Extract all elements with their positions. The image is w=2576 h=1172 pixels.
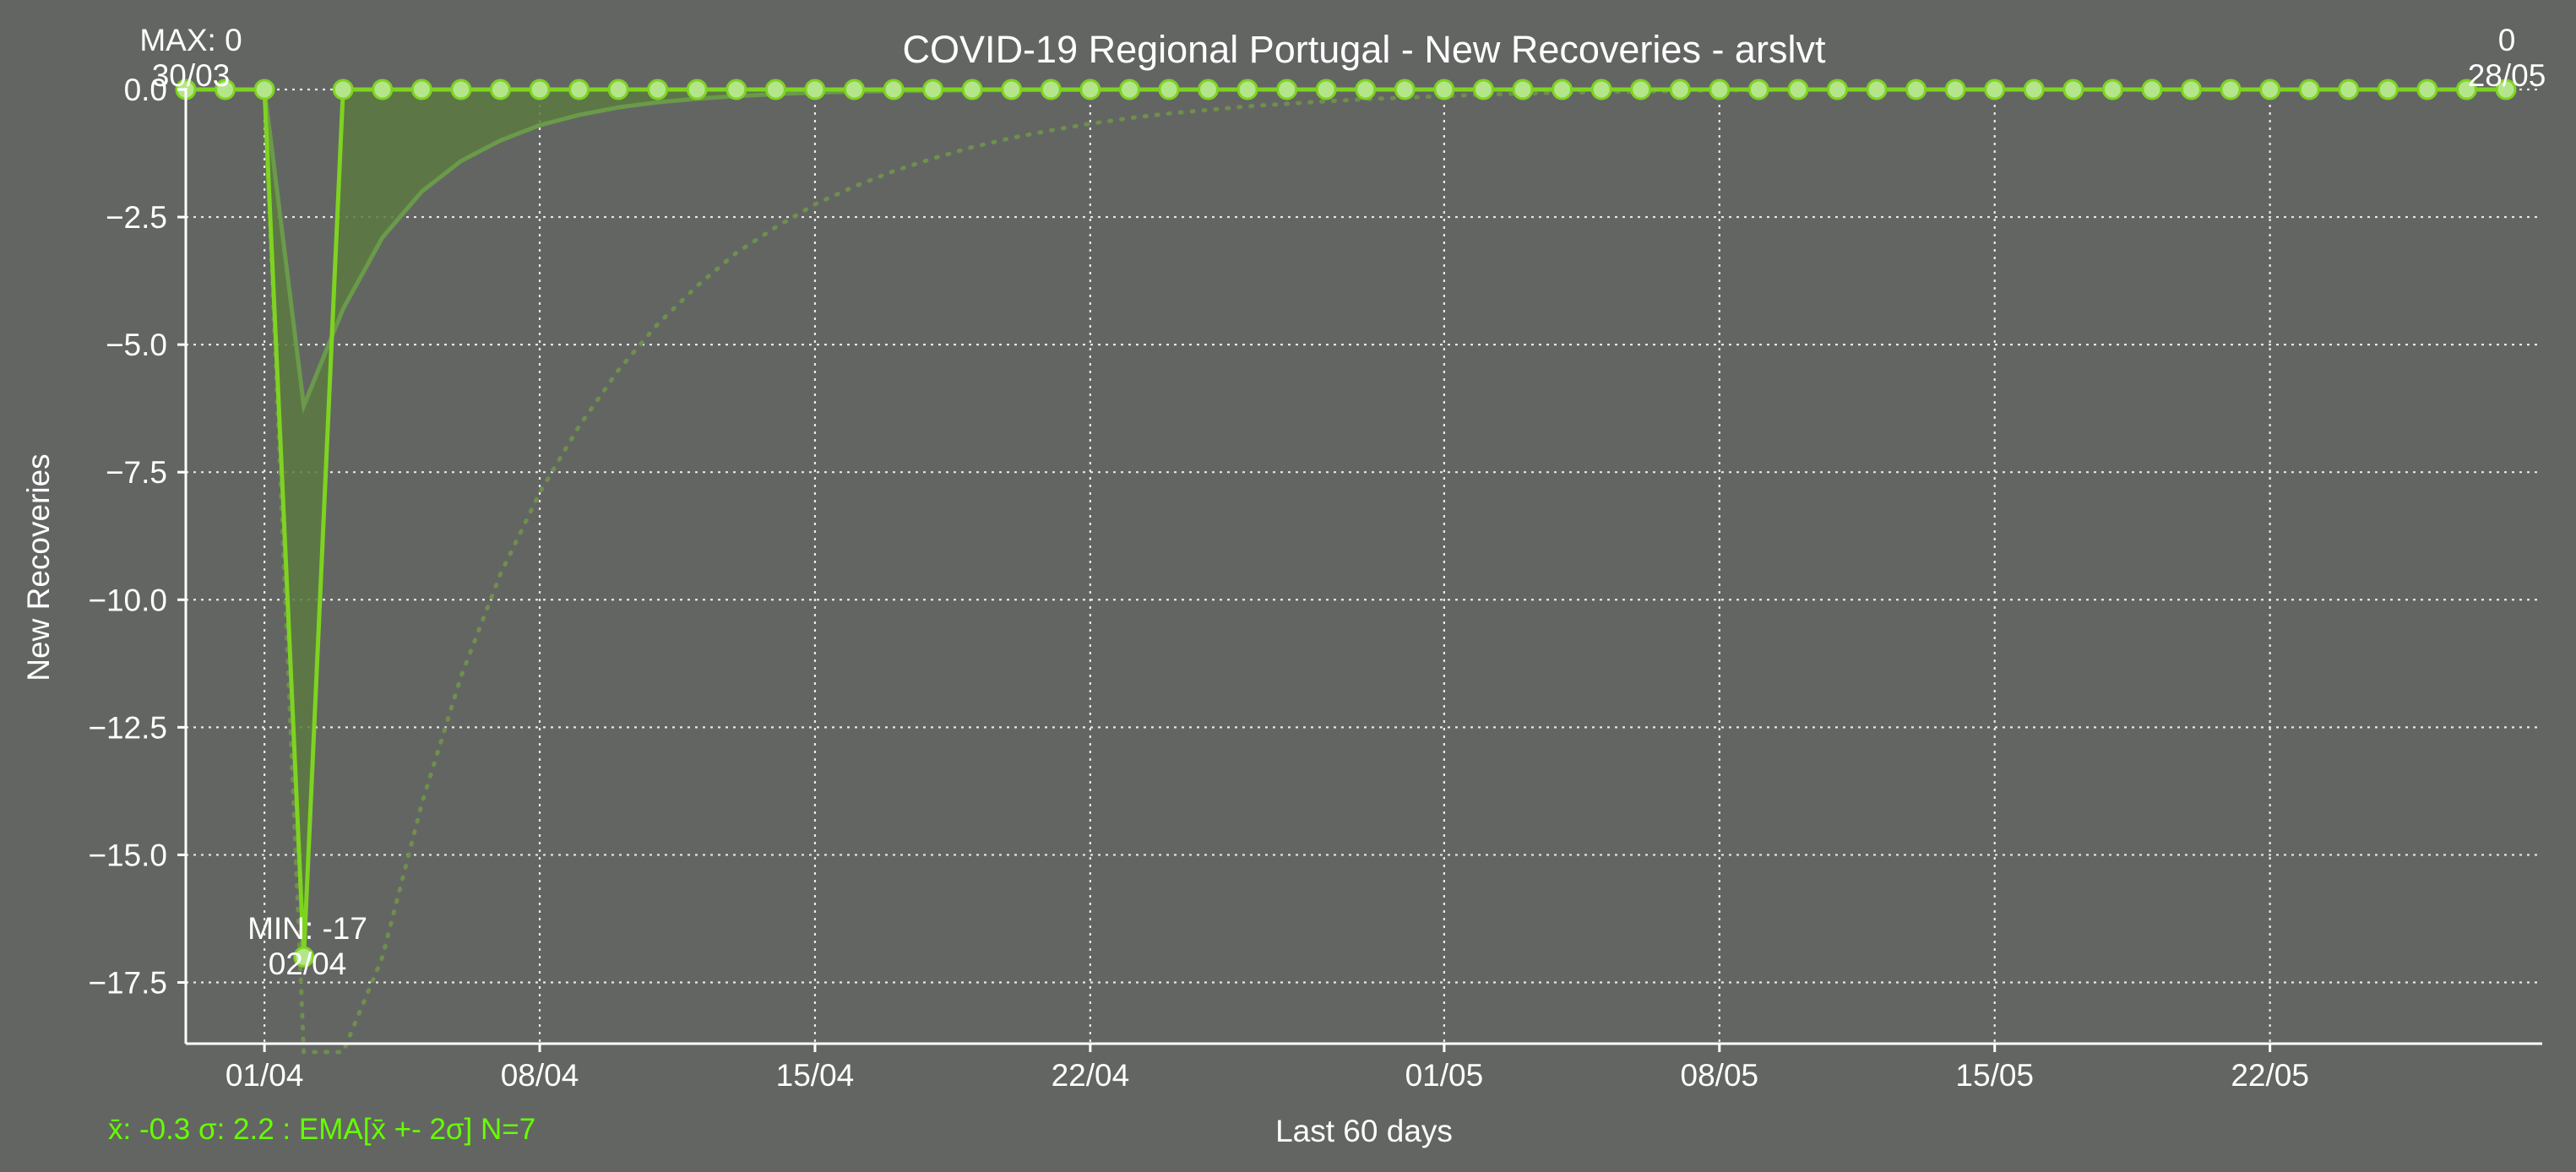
data-point	[1669, 79, 1691, 100]
data-point	[764, 79, 786, 100]
data-point	[961, 79, 983, 100]
data-point	[1747, 79, 1769, 100]
y-tick-label: −5.0	[106, 328, 167, 362]
x-tick-label: 01/05	[1405, 1058, 1484, 1093]
x-axis-label: Last 60 days	[1275, 1114, 1453, 1148]
data-point	[2338, 79, 2360, 100]
data-point	[372, 79, 394, 100]
max-annotation-date: 30/03	[152, 58, 231, 93]
y-tick-label: −12.5	[88, 710, 167, 745]
x-tick-label: 08/04	[501, 1058, 579, 1093]
x-tick-label: 22/04	[1052, 1058, 1130, 1093]
data-point	[1236, 79, 1258, 100]
y-tick-label: −7.5	[106, 455, 167, 490]
x-tick-label: 15/04	[776, 1058, 855, 1093]
data-point	[529, 79, 551, 100]
data-point	[2101, 79, 2123, 100]
data-point	[1905, 79, 1927, 100]
data-point	[647, 79, 669, 100]
data-point	[2023, 79, 2045, 100]
data-point	[1787, 79, 1809, 100]
data-point	[2377, 79, 2399, 100]
data-point	[1001, 79, 1023, 100]
ema-band	[183, 87, 2508, 1055]
data-point	[607, 79, 629, 100]
data-point	[844, 79, 866, 100]
data-point	[2455, 79, 2477, 100]
data-point	[215, 79, 236, 100]
data-point	[2259, 79, 2281, 100]
data-point	[1512, 79, 1534, 100]
data-point	[1944, 79, 1966, 100]
data-point	[1590, 79, 1612, 100]
max-annotation-label: MAX: 0	[139, 23, 242, 57]
data-point	[1984, 79, 2006, 100]
x-tick-label: 01/04	[226, 1058, 304, 1093]
y-tick-label: −15.0	[88, 838, 167, 872]
data-point	[2298, 79, 2320, 100]
data-point	[1158, 79, 1180, 100]
data-point	[1198, 79, 1220, 100]
data-point	[1315, 79, 1337, 100]
data-point	[450, 79, 472, 100]
axes	[177, 88, 2542, 1052]
y-tick-label: −2.5	[106, 200, 167, 235]
data-point	[1433, 79, 1455, 100]
last-value-annotation: 0	[2498, 23, 2516, 57]
data-point	[1118, 79, 1140, 100]
data-point	[2141, 79, 2163, 100]
deviation-fill-area	[186, 90, 2506, 958]
data-point	[332, 79, 354, 100]
data-point	[2220, 79, 2242, 100]
ema-band-lower	[183, 87, 2508, 1055]
data-point	[1394, 79, 1416, 100]
data-point	[1866, 79, 1888, 100]
tick-labels: 0.0 −2.5 −5.0 −7.5 −10.0 −12.5 −15.0 −17.5 01/04…	[88, 73, 2309, 1093]
data-point	[568, 79, 590, 100]
data-point	[1040, 79, 1062, 100]
data-point	[410, 79, 432, 100]
data-point	[293, 946, 315, 968]
data-point	[1826, 79, 1848, 100]
last-date-annotation: 28/05	[2468, 58, 2546, 93]
data-point	[2495, 79, 2517, 100]
min-annotation-date: 02/04	[269, 947, 347, 981]
data-point	[1355, 79, 1377, 100]
x-tick-label: 15/05	[1955, 1058, 2034, 1093]
chart-title: COVID-19 Regional Portugal - New Recover…	[903, 28, 1826, 71]
data-point	[1630, 79, 1652, 100]
data-point	[2181, 79, 2203, 100]
data-point	[489, 79, 511, 100]
data-point	[1552, 79, 1573, 100]
data-point	[726, 79, 747, 100]
series-markers	[175, 79, 2517, 968]
x-tick-label: 22/05	[2231, 1058, 2309, 1093]
data-point	[922, 79, 944, 100]
y-axis-label: New Recoveries	[21, 453, 56, 681]
stats-text: x̄: -0.3 σ: 2.2 : EMA[x̄ +- 2σ] N=7	[108, 1113, 535, 1146]
data-point	[1709, 79, 1731, 100]
data-point	[1079, 79, 1101, 100]
deviation-fill	[186, 90, 2506, 958]
data-point	[883, 79, 905, 100]
y-tick-label: 0.0	[124, 73, 167, 107]
x-tick-label: 08/05	[1681, 1058, 1759, 1093]
data-point	[2416, 79, 2438, 100]
data-point	[686, 79, 708, 100]
data-point	[1472, 79, 1494, 100]
data-point	[2062, 79, 2084, 100]
y-tick-label: −10.0	[88, 583, 167, 617]
data-point	[1276, 79, 1298, 100]
data-point	[804, 79, 826, 100]
min-annotation-label: MIN: -17	[247, 911, 367, 946]
y-tick-label: −17.5	[88, 965, 167, 1000]
data-point	[253, 79, 275, 100]
